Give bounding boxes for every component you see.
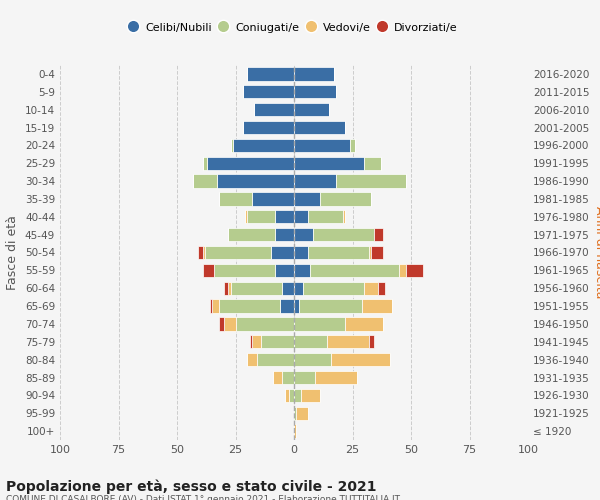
Bar — [406, 264, 422, 277]
Bar — [294, 174, 336, 188]
Y-axis label: Anni di nascita: Anni di nascita — [593, 206, 600, 298]
Bar — [294, 228, 313, 241]
Text: COMUNE DI CASALBORE (AV) - Dati ISTAT 1° gennaio 2021 - Elaborazione TUTTITALIA.: COMUNE DI CASALBORE (AV) - Dati ISTAT 1°… — [6, 495, 400, 500]
Bar — [400, 264, 406, 277]
Bar — [294, 388, 301, 402]
Bar — [294, 138, 350, 152]
Bar — [198, 246, 203, 259]
Bar — [233, 138, 294, 152]
Bar — [250, 335, 252, 348]
Bar — [271, 246, 294, 259]
Bar — [294, 246, 308, 259]
Bar — [369, 246, 371, 259]
Bar — [242, 121, 294, 134]
Bar — [294, 210, 308, 224]
Bar — [254, 103, 294, 117]
Bar — [229, 228, 275, 241]
Bar — [294, 300, 299, 313]
Bar — [247, 67, 294, 80]
Bar — [275, 228, 294, 241]
Bar — [203, 156, 208, 170]
Bar — [313, 228, 374, 241]
Bar — [205, 246, 271, 259]
Bar — [203, 264, 214, 277]
Bar — [247, 353, 257, 366]
Bar — [294, 424, 296, 438]
Bar — [261, 335, 294, 348]
Bar — [364, 156, 380, 170]
Legend: Celibi/Nubili, Coniugati/e, Vedovi/e, Divorziati/e: Celibi/Nubili, Coniugati/e, Vedovi/e, Di… — [131, 22, 457, 32]
Bar — [320, 192, 371, 205]
Bar — [294, 406, 296, 420]
Bar — [229, 282, 231, 295]
Bar — [327, 335, 369, 348]
Bar — [219, 300, 280, 313]
Bar — [219, 317, 224, 330]
Bar — [331, 353, 390, 366]
Bar — [294, 353, 331, 366]
Bar — [294, 264, 310, 277]
Bar — [275, 264, 294, 277]
Bar — [315, 371, 357, 384]
Bar — [224, 317, 235, 330]
Bar — [214, 264, 275, 277]
Bar — [231, 138, 233, 152]
Bar — [231, 282, 283, 295]
Bar — [252, 335, 261, 348]
Bar — [203, 246, 205, 259]
Bar — [235, 317, 294, 330]
Bar — [294, 121, 346, 134]
Bar — [224, 282, 229, 295]
Bar — [371, 246, 383, 259]
Bar — [364, 282, 378, 295]
Bar — [283, 371, 294, 384]
Bar — [294, 371, 315, 384]
Bar — [374, 228, 383, 241]
Bar — [346, 317, 383, 330]
Bar — [242, 85, 294, 98]
Bar — [217, 174, 294, 188]
Bar — [212, 300, 219, 313]
Bar — [301, 388, 320, 402]
Bar — [275, 210, 294, 224]
Text: Popolazione per età, sesso e stato civile - 2021: Popolazione per età, sesso e stato civil… — [6, 480, 377, 494]
Bar — [273, 371, 283, 384]
Bar — [219, 192, 252, 205]
Bar — [294, 103, 329, 117]
Bar — [308, 246, 369, 259]
Bar — [294, 67, 334, 80]
Bar — [284, 388, 289, 402]
Bar — [362, 300, 392, 313]
Bar — [369, 335, 374, 348]
Bar — [310, 264, 400, 277]
Bar — [245, 210, 247, 224]
Bar — [210, 300, 212, 313]
Y-axis label: Fasce di età: Fasce di età — [7, 215, 19, 290]
Bar — [252, 192, 294, 205]
Bar — [294, 317, 346, 330]
Bar — [294, 335, 327, 348]
Bar — [336, 174, 406, 188]
Bar — [289, 388, 294, 402]
Bar — [378, 282, 385, 295]
Bar — [308, 210, 343, 224]
Bar — [296, 406, 308, 420]
Bar — [294, 192, 320, 205]
Bar — [280, 300, 294, 313]
Bar — [299, 300, 362, 313]
Bar — [294, 85, 336, 98]
Bar — [257, 353, 294, 366]
Bar — [283, 282, 294, 295]
Bar — [294, 156, 364, 170]
Bar — [304, 282, 364, 295]
Bar — [294, 282, 304, 295]
Bar — [343, 210, 346, 224]
Bar — [208, 156, 294, 170]
Bar — [350, 138, 355, 152]
Bar — [247, 210, 275, 224]
Bar — [193, 174, 217, 188]
